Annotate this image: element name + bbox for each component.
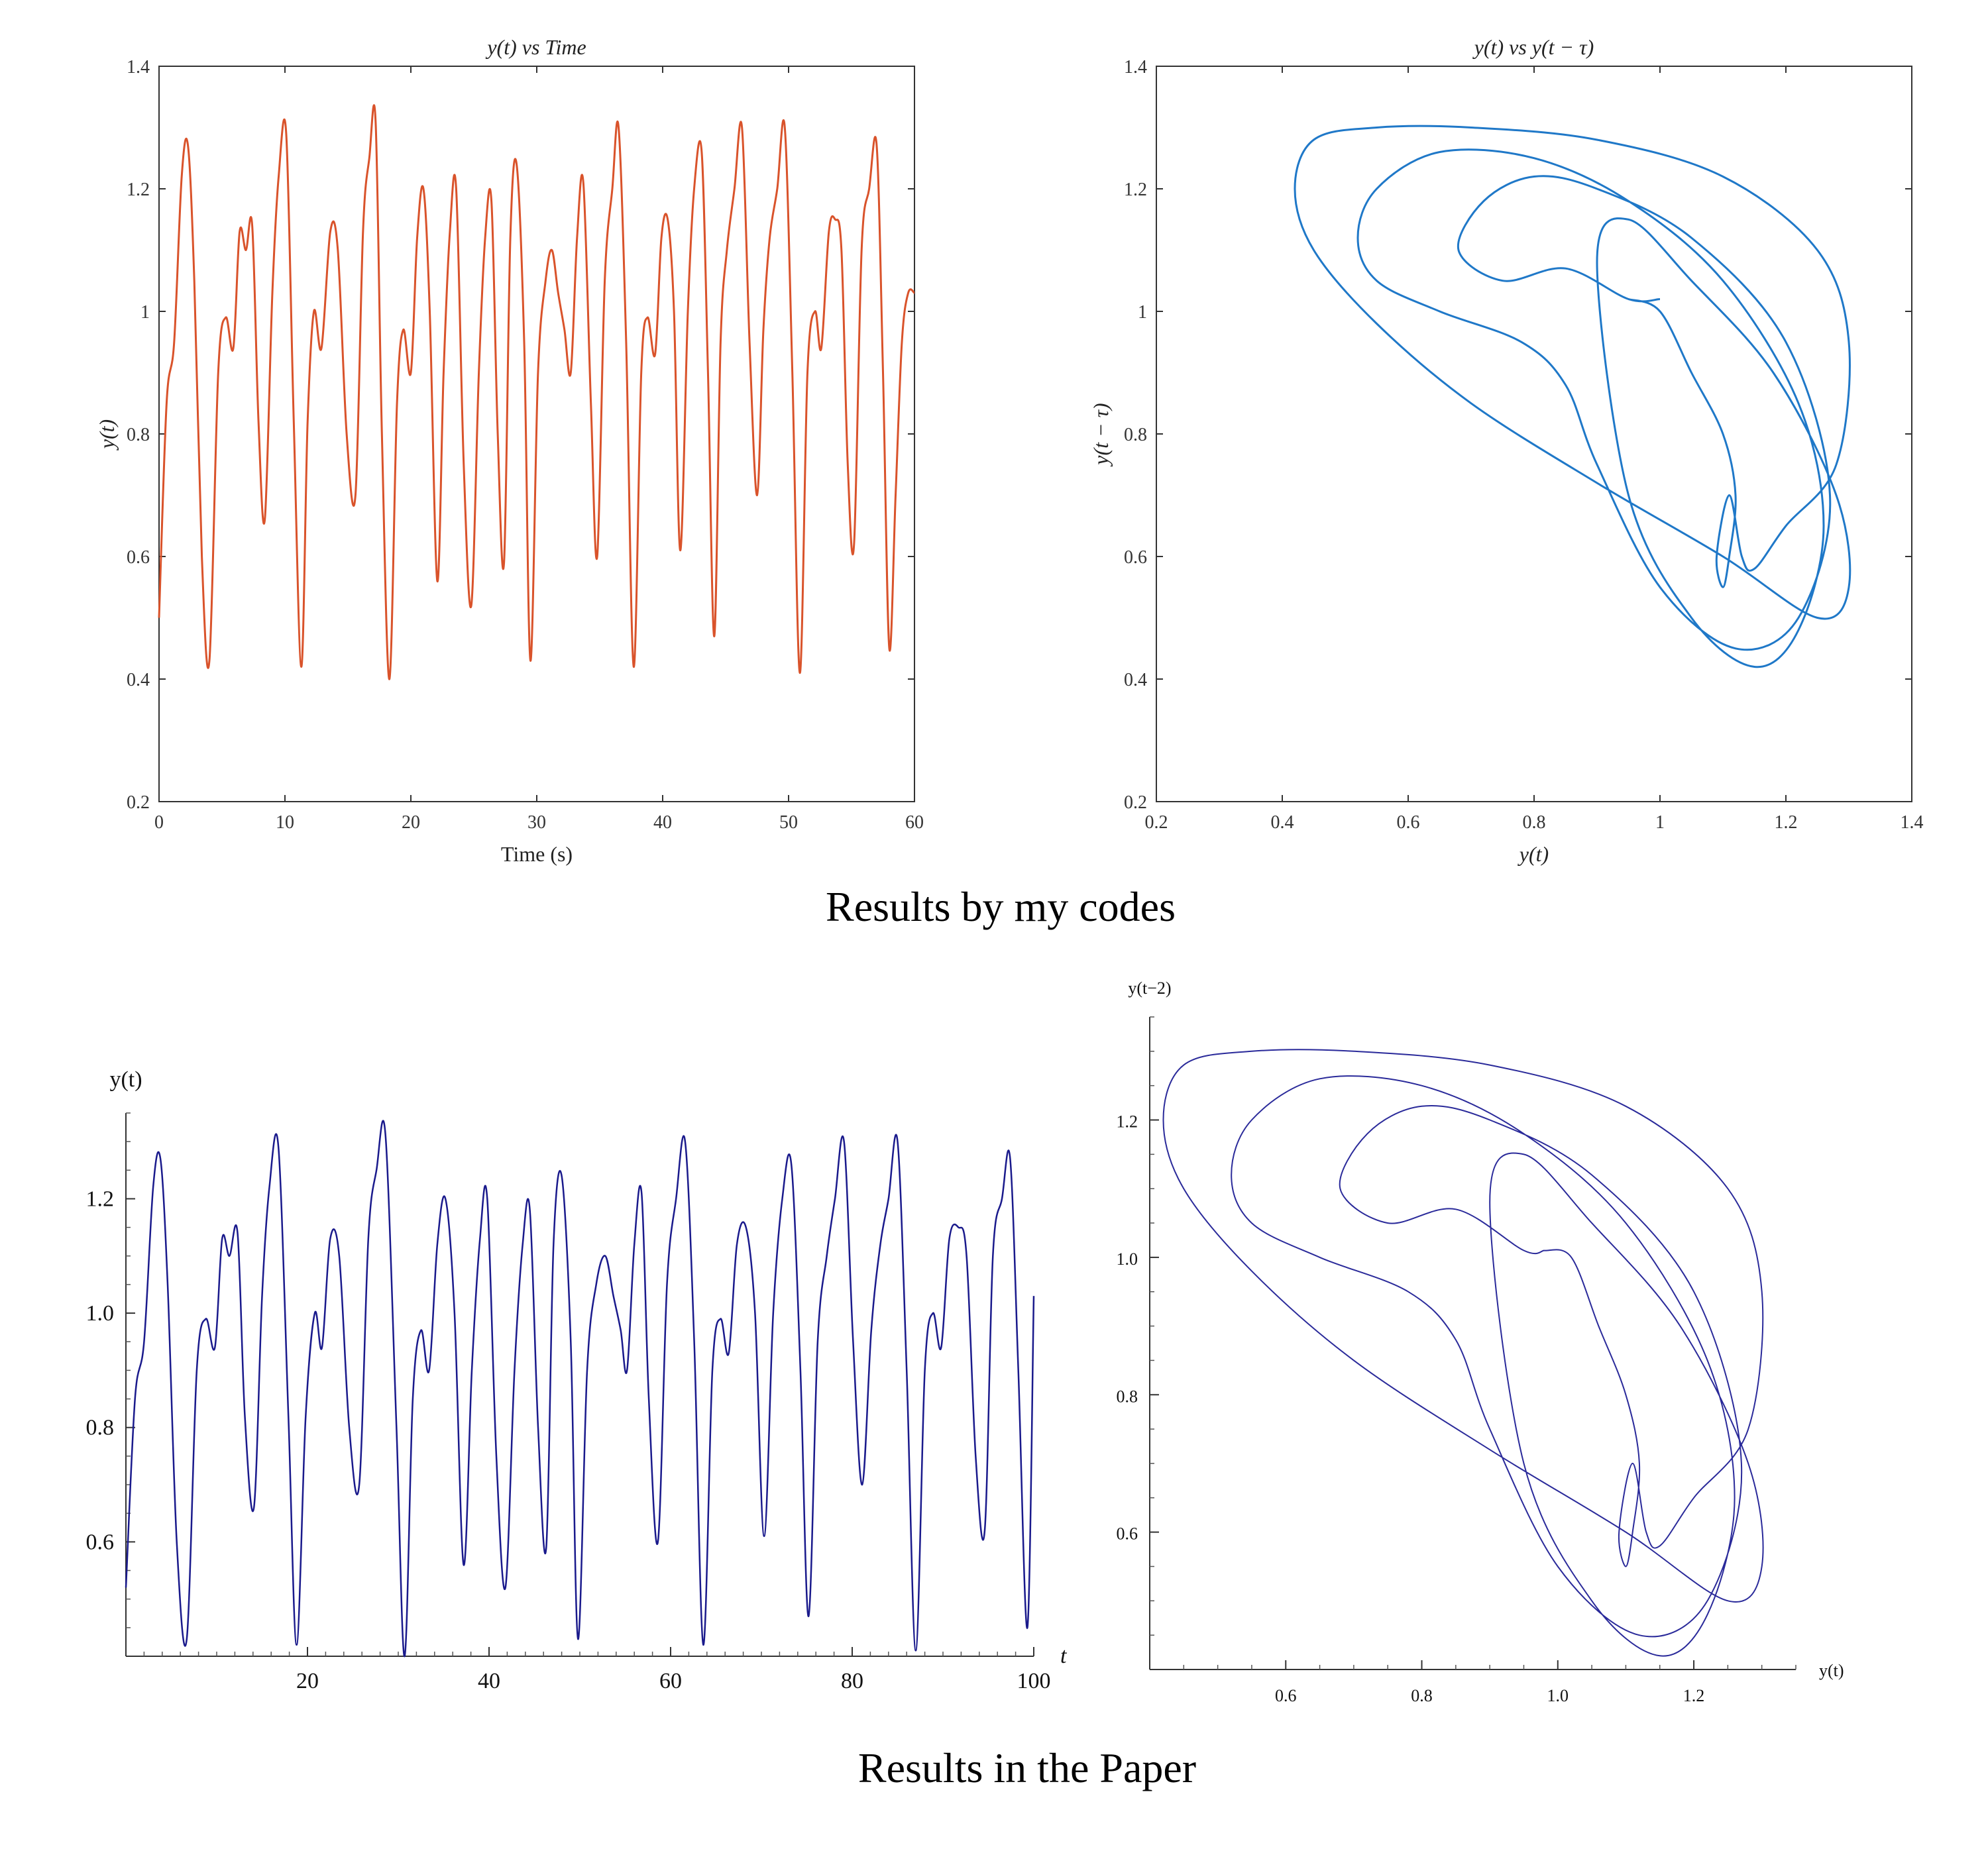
- y-tick-label: 1.2: [1117, 1112, 1138, 1132]
- my-phase-chart: y(t) vs y(t − τ) y(t) y(t − τ) 0.2 0.4 0.6…: [1089, 35, 1924, 866]
- x-tick-label: 80: [841, 1669, 863, 1693]
- my-time-series-line: [158, 104, 915, 680]
- x-tick-label: 60: [905, 812, 924, 833]
- y-tick-label: 0.4: [1124, 670, 1147, 690]
- my-phase-ylabel: y(t − τ): [1089, 403, 1113, 466]
- x-tick-label: 50: [779, 812, 798, 833]
- my-time-axes-ticks: 0 10 20 30 40 50 60 0.2 0.4 0.6 0.8 1 1.2 1.4: [127, 57, 924, 833]
- y-tick-label: 0.8: [86, 1416, 115, 1440]
- y-tick-label: 0.8: [1117, 1387, 1138, 1406]
- paper-phase-xlabel: y(t): [1819, 1661, 1844, 1680]
- x-tick-label: 20: [402, 812, 420, 833]
- x-tick-label: 30: [527, 812, 546, 833]
- y-tick-label: 0.6: [1117, 1524, 1138, 1544]
- x-tick-label: 40: [653, 812, 672, 833]
- x-tick-label: 0.8: [1411, 1686, 1433, 1705]
- x-tick-label: 60: [659, 1669, 682, 1693]
- paper-time-axes-ticks: 20 40 60 80 100 0.6 0.8 1.0 1.2: [86, 1112, 1051, 1693]
- x-tick-label: 0.6: [1275, 1686, 1297, 1705]
- y-tick-label: 0.4: [127, 670, 150, 690]
- paper-phase-axes-ticks: 0.6 0.8 1.0 1.2 0.6 0.8 1.0 1.2: [1117, 1016, 1796, 1705]
- y-tick-label: 1.4: [1124, 57, 1147, 78]
- my-phase-title: y(t) vs y(t − τ): [1472, 35, 1594, 59]
- y-tick-label: 1.2: [127, 180, 150, 200]
- paper-time-xlabel: t: [1060, 1644, 1068, 1668]
- caption-bottom: Results in the Paper: [858, 1744, 1196, 1791]
- paper-phase-ylabel: y(t−2): [1128, 979, 1171, 998]
- y-tick-label: 0.6: [86, 1530, 115, 1554]
- x-tick-label: 100: [1017, 1669, 1051, 1693]
- my-phase-series-line: [1294, 125, 1851, 668]
- x-tick-label: 20: [296, 1669, 319, 1693]
- x-tick-label: 1.2: [1683, 1686, 1705, 1705]
- y-tick-label: 0.2: [127, 792, 150, 813]
- paper-time-chart: y(t) t 20 40 60 80 100 0.6 0.8 1.0 1.2: [86, 1067, 1068, 1693]
- paper-phase-chart: y(t−2) y(t) 0.6 0.8 1.0 1.2 0.6 0.8 1.0 1.2: [1117, 979, 1844, 1705]
- my-phase-xlabel: y(t): [1518, 842, 1549, 866]
- paper-phase-series-line: [1162, 1049, 1764, 1657]
- y-tick-label: 0.2: [1124, 792, 1147, 813]
- my-phase-axes-ticks: 0.2 0.4 0.6 0.8 1 1.2 1.4 0.2 0.4 0.6 0.8 1 1.2 1.4: [1124, 57, 1924, 833]
- y-tick-label: 1: [1138, 302, 1147, 323]
- my-time-chart: y(t) vs Time Time (s) y(t) 0 10 20 30 40 50 60…: [95, 35, 924, 866]
- x-tick-label: 1: [1655, 812, 1665, 833]
- y-tick-label: 0.6: [127, 547, 150, 568]
- y-tick-label: 0.6: [1124, 547, 1147, 568]
- y-tick-label: 0.8: [127, 425, 150, 445]
- my-time-xlabel: Time (s): [501, 842, 573, 866]
- paper-time-ylabel: y(t): [109, 1067, 142, 1092]
- y-tick-label: 1.4: [127, 57, 150, 78]
- x-tick-label: 40: [478, 1669, 500, 1693]
- y-tick-label: 0.8: [1124, 425, 1147, 445]
- paper-time-series-line: [125, 1120, 1035, 1658]
- y-tick-label: 1.2: [1124, 180, 1147, 200]
- x-tick-label: 0.8: [1523, 812, 1546, 833]
- x-tick-label: 1.4: [1901, 812, 1924, 833]
- x-tick-label: 0: [154, 812, 164, 833]
- x-tick-label: 0.6: [1397, 812, 1420, 833]
- y-tick-label: 1: [140, 302, 150, 323]
- my-time-ylabel: y(t): [95, 419, 119, 450]
- x-tick-label: 10: [276, 812, 294, 833]
- x-tick-label: 0.4: [1271, 812, 1294, 833]
- y-tick-label: 1.0: [86, 1301, 115, 1326]
- y-tick-label: 1.2: [86, 1187, 115, 1211]
- caption-top: Results by my codes: [826, 883, 1176, 930]
- x-tick-label: 1.0: [1547, 1686, 1569, 1705]
- y-tick-label: 1.0: [1117, 1249, 1138, 1269]
- my-time-title: y(t) vs Time: [485, 35, 586, 59]
- x-tick-label: 1.2: [1775, 812, 1798, 833]
- x-tick-label: 0.2: [1145, 812, 1168, 833]
